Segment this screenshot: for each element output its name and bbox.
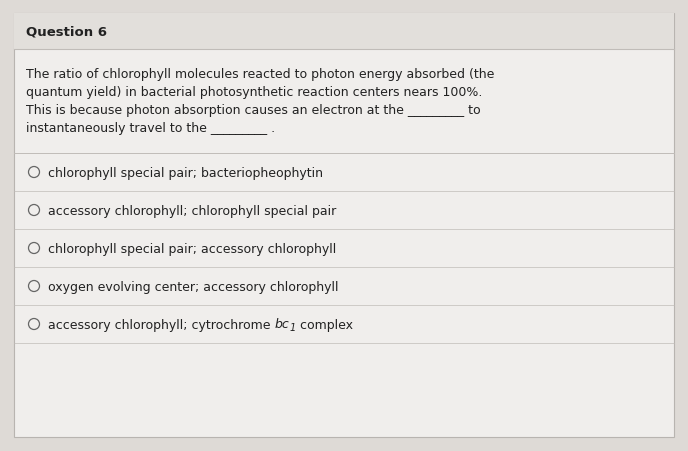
Bar xyxy=(14,14,674,50)
Text: chlorophyll special pair; bacteriopheophytin: chlorophyll special pair; bacteriopheoph… xyxy=(48,166,323,179)
Text: bc: bc xyxy=(275,318,289,331)
Text: chlorophyll special pair; accessory chlorophyll: chlorophyll special pair; accessory chlo… xyxy=(48,242,336,255)
Text: accessory chlorophyll; chlorophyll special pair: accessory chlorophyll; chlorophyll speci… xyxy=(48,204,336,217)
Text: This is because photon absorption causes an electron at the _________ to: This is because photon absorption causes… xyxy=(26,104,481,117)
Text: quantum yield) in bacterial photosynthetic reaction centers nears 100%.: quantum yield) in bacterial photosynthet… xyxy=(26,86,482,99)
Text: 1: 1 xyxy=(289,322,296,332)
Text: oxygen evolving center; accessory chlorophyll: oxygen evolving center; accessory chloro… xyxy=(48,280,338,293)
Text: Question 6: Question 6 xyxy=(26,25,107,38)
Text: accessory chlorophyll; cytrochrome: accessory chlorophyll; cytrochrome xyxy=(48,318,275,331)
Text: instantaneously travel to the _________ .: instantaneously travel to the _________ … xyxy=(26,122,275,135)
Text: The ratio of chlorophyll molecules reacted to photon energy absorbed (the: The ratio of chlorophyll molecules react… xyxy=(26,68,495,81)
Text: complex: complex xyxy=(296,318,352,331)
